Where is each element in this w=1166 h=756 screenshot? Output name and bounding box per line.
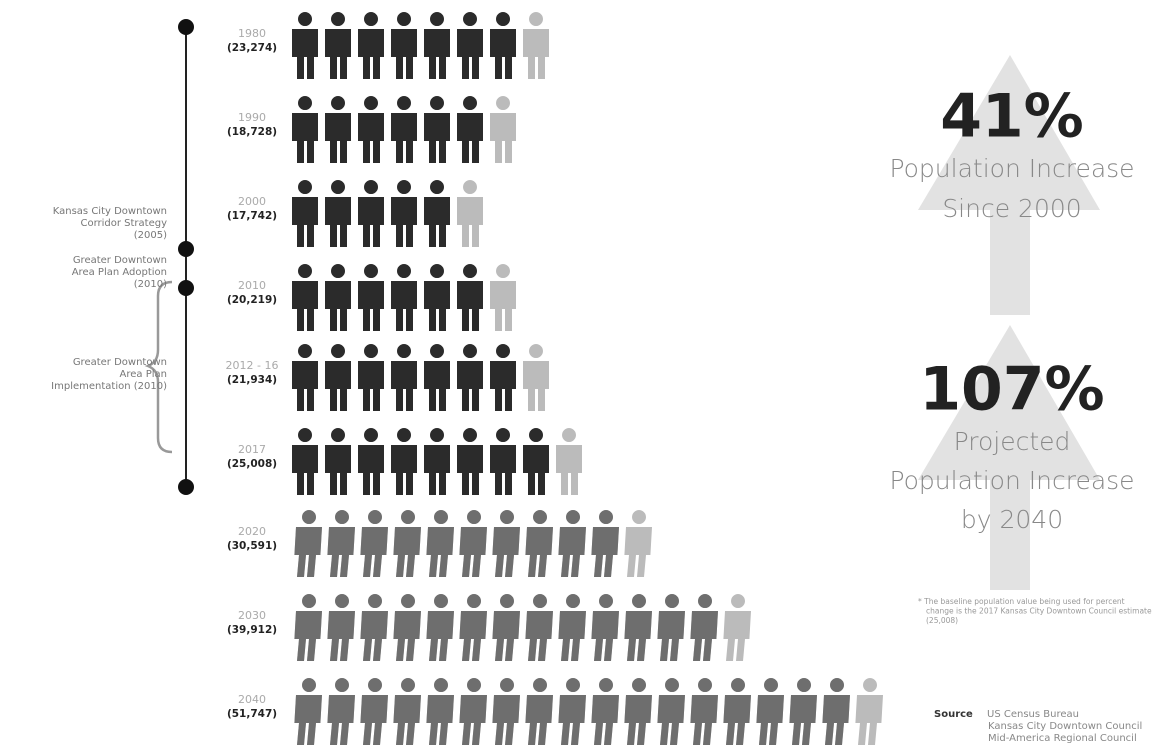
icon-row <box>294 594 718 661</box>
year-label: 2010 <box>238 279 266 292</box>
year-label: 2012 - 16 <box>226 359 279 372</box>
year-label: 1980 <box>238 27 266 40</box>
pictogram: 1980 (23,274) 1990 (18,728) 2000 (17,742) 2010… <box>226 12 883 745</box>
source-line: Kansas City Downtown Council <box>988 721 1142 732</box>
brace <box>144 280 173 454</box>
source-line: US Census Bureau <box>987 709 1079 720</box>
icon-row <box>292 180 457 247</box>
value-label: (21,934) <box>227 374 277 386</box>
icon-row <box>292 12 523 79</box>
value-label: (20,219) <box>227 294 277 306</box>
stat-text: Projected <box>954 427 1071 456</box>
arrow <box>918 325 1100 590</box>
footnote: * The baseline population value being us… <box>918 597 1152 625</box>
source-line: Mid-America Regional Council <box>988 733 1137 744</box>
icon-remainder <box>292 180 483 247</box>
timeline-label: Greater Downtown Area Plan Implementation … <box>51 357 167 392</box>
stat-text: by 2040 <box>961 505 1063 534</box>
stat-figure: 41% <box>940 82 1084 152</box>
timeline-dot <box>178 19 194 35</box>
year-label: 2040 <box>238 693 266 706</box>
value-label: (51,747) <box>227 708 277 720</box>
value-label: (23,274) <box>227 42 277 54</box>
icon-row <box>292 264 490 331</box>
value-label: (30,591) <box>227 540 277 552</box>
year-label: 2030 <box>238 609 266 622</box>
timeline-dot <box>178 479 194 495</box>
stat-figure: 107% <box>919 355 1104 425</box>
year-label: 2000 <box>238 195 266 208</box>
icon-row <box>294 678 850 745</box>
value-label: (18,728) <box>227 126 277 138</box>
timeline-label: Greater Downtown Area Plan Adoption (2010) <box>72 255 167 290</box>
value-label: (17,742) <box>227 210 277 222</box>
stat-text: Population Increase <box>889 466 1134 495</box>
source-label: Source <box>934 709 973 720</box>
timeline-dot <box>178 280 194 296</box>
value-label: (25,008) <box>227 458 277 470</box>
timeline-labels: Kansas City Downtown Corridor Strategy (20… <box>51 206 167 392</box>
icon-row <box>292 96 490 163</box>
stat-text: Population Increase <box>889 154 1134 183</box>
timeline-dot <box>178 241 194 257</box>
stat-text: Since 2000 <box>942 194 1081 223</box>
year-label: 1990 <box>238 111 266 124</box>
icon-row <box>292 344 523 411</box>
arrow <box>918 55 1100 315</box>
value-label: (39,912) <box>227 624 277 636</box>
icon-row <box>292 428 556 495</box>
timeline-label: Kansas City Downtown Corridor Strategy (20… <box>53 206 167 241</box>
notes: * The baseline population value being us… <box>918 597 1152 744</box>
icon-row <box>294 510 619 577</box>
year-label: 2020 <box>238 525 266 538</box>
year-label: 2017 <box>238 443 266 456</box>
